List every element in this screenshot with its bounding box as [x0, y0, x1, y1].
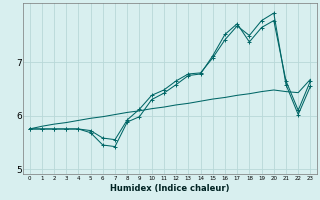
X-axis label: Humidex (Indice chaleur): Humidex (Indice chaleur)	[110, 184, 230, 193]
